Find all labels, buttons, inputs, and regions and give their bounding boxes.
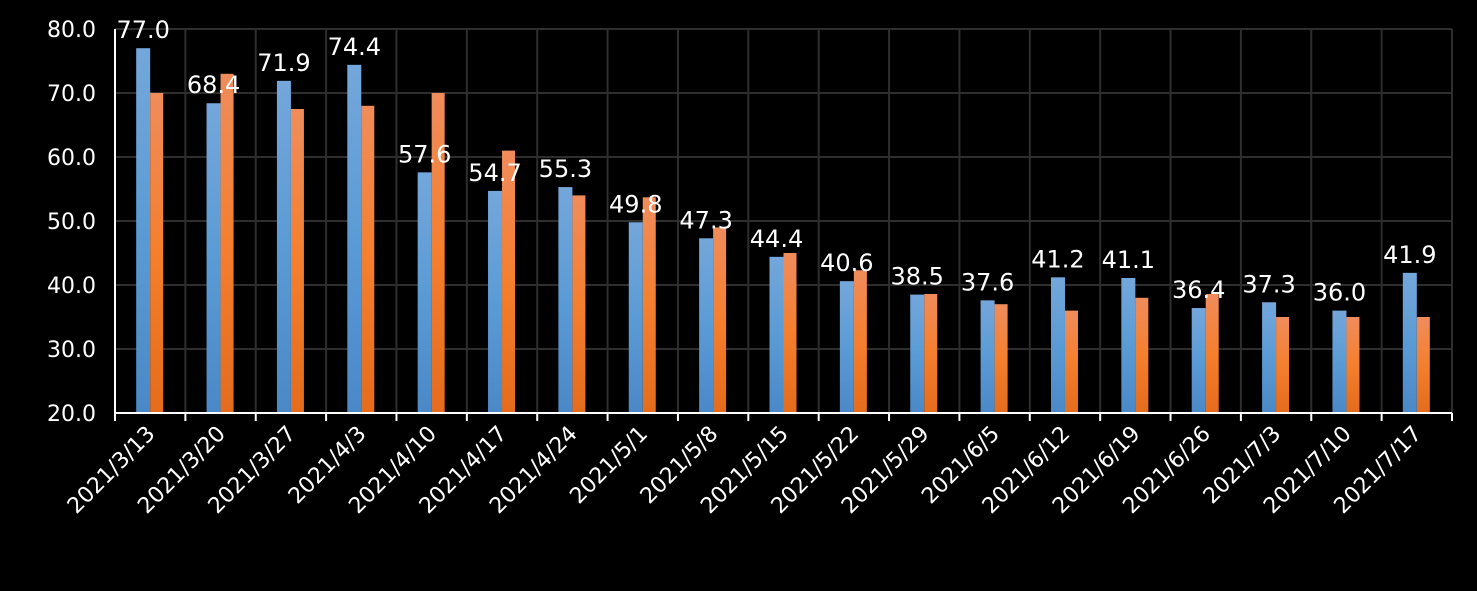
y-tick-label: 30.0 <box>47 338 96 363</box>
bar-series-2 <box>853 270 867 413</box>
y-tick-label: 60.0 <box>47 146 96 171</box>
data-label: 41.9 <box>1383 241 1436 269</box>
bar-series-2 <box>642 197 656 413</box>
data-label: 71.9 <box>257 49 310 77</box>
bar-series-2 <box>431 93 445 413</box>
data-label: 38.5 <box>891 263 944 291</box>
data-label: 47.3 <box>679 206 732 234</box>
bar-series-1 <box>699 238 714 413</box>
bar-series-1 <box>1402 272 1417 413</box>
bar-series-2 <box>1205 293 1219 413</box>
bar-series-2 <box>994 304 1008 413</box>
bar-series-2 <box>1276 317 1290 413</box>
bar-series-1 <box>347 64 362 413</box>
bar-series-2 <box>572 195 586 413</box>
bar-series-2 <box>713 227 727 413</box>
y-tick-label: 20.0 <box>47 402 96 427</box>
data-label: 37.6 <box>961 268 1014 296</box>
y-tick-label: 70.0 <box>47 82 96 107</box>
bar-series-2 <box>924 293 938 413</box>
bar-series-1 <box>910 294 925 413</box>
bar-series-1 <box>980 300 995 413</box>
bars <box>136 48 1430 414</box>
y-tick-label: 40.0 <box>47 274 96 299</box>
data-label: 40.6 <box>820 249 873 277</box>
bar-series-1 <box>558 187 573 413</box>
bar-series-1 <box>628 222 643 413</box>
data-label: 74.4 <box>328 33 381 61</box>
gridlines <box>115 28 1453 413</box>
data-label: 44.4 <box>750 225 803 253</box>
bar-series-2 <box>1064 310 1078 413</box>
data-label: 77.0 <box>116 16 169 44</box>
bar-series-1 <box>136 48 151 413</box>
bar-series-2 <box>361 105 375 414</box>
data-label: 57.6 <box>398 140 451 168</box>
data-label: 36.0 <box>1313 279 1366 307</box>
data-labels: 77.0 68.4 71.9 74.4 57.6 54.7 55.3 49.8 47.3 44.4… <box>116 16 1436 306</box>
bar-series-1 <box>1191 308 1206 413</box>
bar-series-1 <box>488 190 503 413</box>
bar-series-1 <box>276 80 291 413</box>
bar-series-2 <box>220 73 234 414</box>
data-label: 36.4 <box>1172 276 1225 304</box>
bar-series-2 <box>502 150 516 413</box>
bar-series-2 <box>1135 297 1149 413</box>
bar-series-2 <box>1416 317 1430 413</box>
bar-series-2 <box>150 93 164 413</box>
bar-series-2 <box>290 109 304 413</box>
data-label: 41.2 <box>1031 245 1084 273</box>
data-label: 55.3 <box>539 155 592 183</box>
y-tick-label: 80.0 <box>47 18 96 43</box>
bar-series-1 <box>1332 310 1347 413</box>
data-label: 49.8 <box>609 190 662 218</box>
data-label: 54.7 <box>468 159 521 187</box>
bar-series-1 <box>1121 277 1136 413</box>
bar-series-1 <box>1050 277 1065 413</box>
bar-series-1 <box>839 281 854 413</box>
bar-series-1 <box>206 103 221 414</box>
data-label: 68.4 <box>187 71 240 99</box>
bar-series-1 <box>769 256 784 413</box>
bar-series-2 <box>783 253 797 413</box>
data-label: 41.1 <box>1102 246 1155 274</box>
data-label: 37.3 <box>1242 270 1295 298</box>
bar-series-1 <box>417 172 432 413</box>
bar-series-1 <box>1262 302 1277 413</box>
bar-series-2 <box>1346 317 1360 413</box>
y-tick-label: 50.0 <box>47 210 96 235</box>
